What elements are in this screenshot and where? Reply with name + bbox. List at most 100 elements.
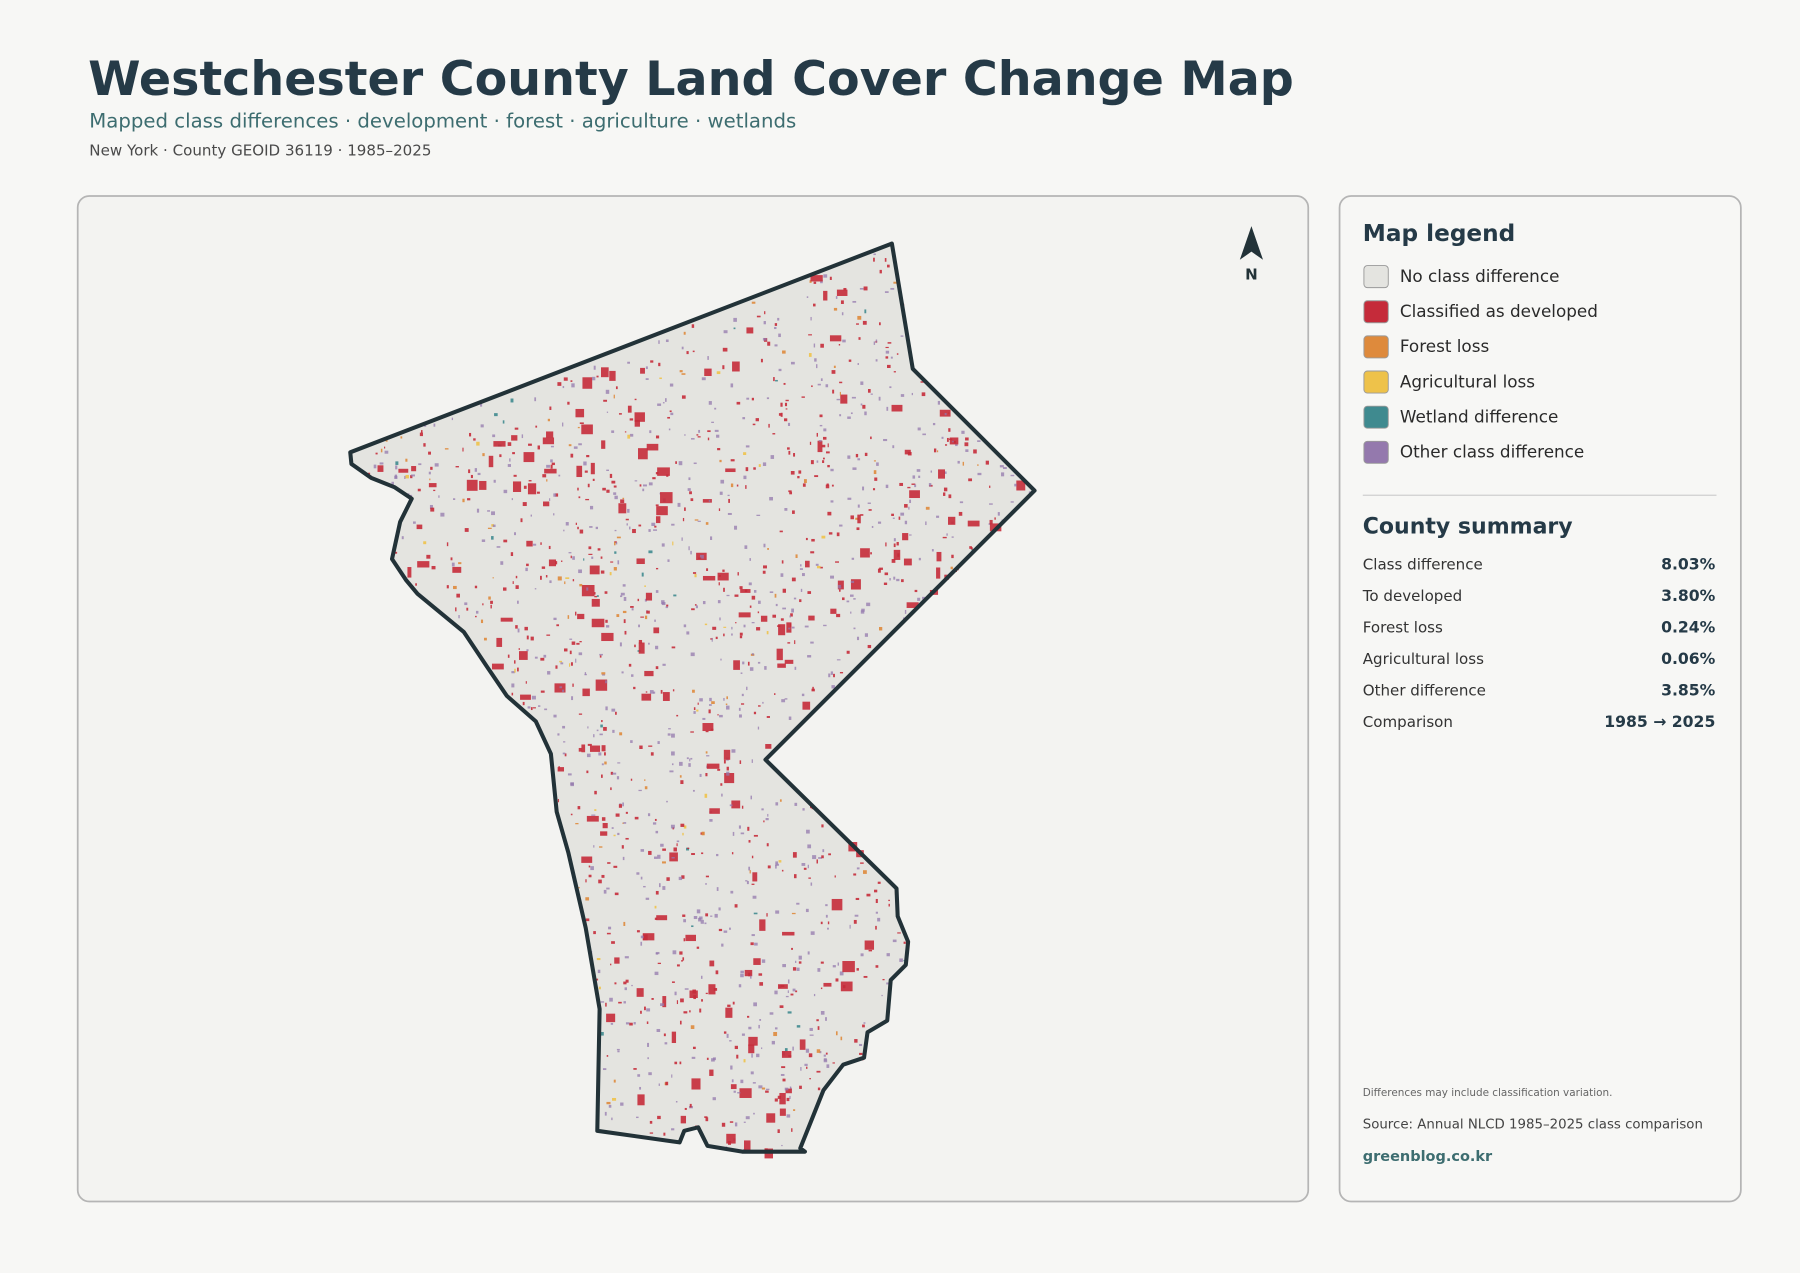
change-pixel (862, 320, 867, 325)
change-pixel (917, 427, 921, 431)
change-pixel (576, 465, 583, 478)
change-pixel (575, 408, 585, 418)
change-pixel (592, 478, 595, 481)
change-pixel (637, 1074, 641, 1077)
change-pixel (629, 433, 634, 437)
change-pixel (856, 527, 860, 531)
change-pixel (526, 635, 529, 640)
change-pixel (655, 830, 659, 834)
summary-label: Class difference (1363, 555, 1483, 573)
change-pixel (701, 377, 706, 381)
change-pixel (750, 1071, 754, 1075)
change-pixel (562, 725, 566, 729)
change-pixel (709, 808, 720, 814)
change-pixel (614, 551, 617, 554)
change-pixel (586, 815, 599, 822)
change-pixel (676, 840, 680, 843)
change-pixel (645, 691, 648, 693)
change-pixel (733, 327, 736, 330)
change-pixel (757, 726, 760, 730)
change-pixel (1010, 501, 1014, 503)
change-pixel (617, 560, 620, 565)
summary-label: Agricultural loss (1363, 650, 1484, 668)
change-pixel (912, 475, 916, 479)
change-pixel (875, 359, 878, 362)
change-pixel (598, 752, 602, 756)
change-pixel (404, 475, 406, 479)
change-pixel (774, 693, 776, 695)
change-pixel (731, 633, 733, 636)
change-pixel (564, 753, 567, 757)
change-pixel (944, 471, 947, 474)
change-pixel (717, 572, 729, 581)
change-pixel (787, 422, 791, 426)
change-pixel (638, 639, 643, 644)
change-pixel (604, 752, 606, 756)
change-pixel (433, 489, 436, 492)
change-pixel (512, 581, 514, 584)
change-pixel (562, 422, 564, 427)
change-pixel (814, 475, 819, 478)
change-pixel (884, 258, 887, 262)
change-pixel (662, 402, 665, 404)
change-pixel (746, 880, 749, 885)
change-pixel (407, 567, 412, 578)
change-pixel (517, 667, 519, 672)
north-label: N (1245, 266, 1258, 284)
change-pixel (907, 451, 912, 456)
change-pixel (411, 474, 415, 477)
change-pixel (733, 1090, 736, 1093)
change-pixel (625, 979, 629, 983)
change-pixel (721, 1122, 726, 1127)
change-pixel (811, 385, 813, 388)
change-pixel (742, 417, 746, 420)
change-pixel (899, 958, 903, 962)
change-pixel (701, 831, 705, 836)
change-pixel (591, 598, 600, 607)
change-pixel (705, 522, 709, 525)
change-pixel (655, 890, 659, 895)
change-pixel (542, 437, 555, 445)
change-pixel (652, 477, 656, 480)
change-pixel (754, 942, 758, 946)
change-pixel (634, 398, 637, 401)
change-pixel (792, 510, 795, 514)
change-pixel (576, 642, 580, 645)
change-pixel (810, 641, 814, 644)
change-pixel (779, 1108, 786, 1116)
change-pixel (625, 518, 629, 521)
change-pixel (733, 317, 737, 322)
change-pixel (502, 420, 505, 424)
change-pixel (827, 511, 832, 516)
change-pixel (717, 768, 721, 771)
change-pixel (897, 932, 901, 934)
change-pixel (862, 1024, 865, 1028)
change-pixel (708, 401, 712, 405)
change-pixel (697, 702, 699, 705)
change-pixel (702, 723, 714, 732)
change-pixel (637, 598, 640, 602)
change-pixel (655, 504, 659, 507)
change-pixel (682, 914, 686, 917)
change-pixel (654, 971, 659, 976)
change-pixel (704, 922, 707, 925)
change-pixel (808, 353, 812, 357)
change-pixel (581, 424, 593, 435)
change-pixel (804, 1063, 808, 1066)
change-pixel (828, 532, 833, 535)
change-pixel (668, 728, 671, 730)
change-pixel (515, 625, 518, 629)
change-pixel (885, 356, 889, 359)
change-pixel (491, 524, 494, 527)
change-pixel (766, 631, 769, 635)
change-pixel (745, 467, 749, 472)
change-pixel (601, 672, 606, 675)
change-pixel (609, 997, 613, 1002)
change-pixel (613, 834, 616, 837)
change-pixel (751, 1053, 753, 1058)
change-pixel (744, 1140, 751, 1152)
change-pixel (867, 644, 872, 649)
change-pixel (570, 555, 572, 559)
change-pixel (904, 504, 908, 508)
change-pixel (839, 414, 842, 417)
